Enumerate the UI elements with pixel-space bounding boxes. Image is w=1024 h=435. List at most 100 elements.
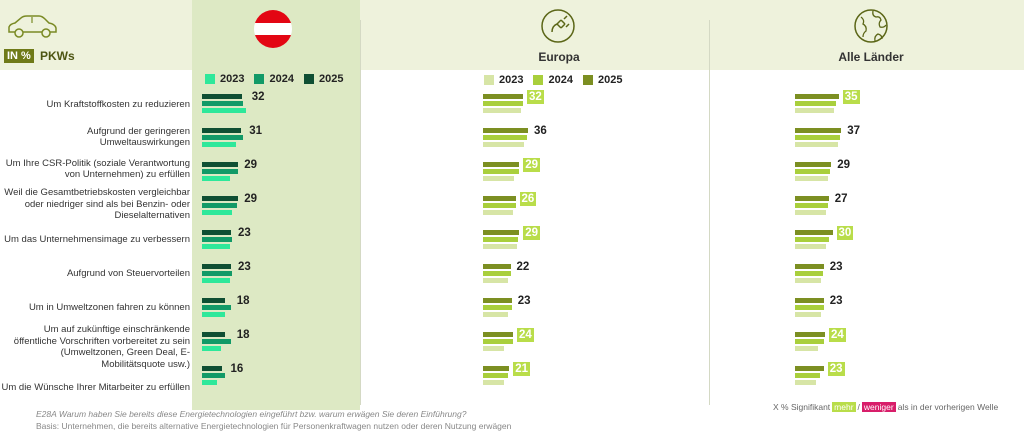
bar-2024 bbox=[202, 305, 231, 310]
legend-swatch-2025 bbox=[303, 74, 314, 84]
bar-2023 bbox=[795, 176, 828, 181]
bar-2023 bbox=[483, 278, 508, 283]
bar-2025 bbox=[795, 94, 839, 99]
bar-2023 bbox=[202, 244, 230, 249]
data-label: 35 bbox=[842, 90, 860, 104]
bar-2025 bbox=[483, 162, 520, 167]
data-label: 27 bbox=[834, 193, 848, 205]
bar-2023 bbox=[202, 176, 230, 181]
data-label: 29 bbox=[244, 159, 258, 171]
bar-2024 bbox=[795, 373, 820, 378]
legend-swatch-2024 bbox=[533, 75, 544, 85]
bar-2024 bbox=[202, 237, 232, 242]
bar-2025 bbox=[795, 366, 824, 371]
category-label: Um Kraftstoffkosten zu reduzieren bbox=[46, 99, 190, 111]
bar-2023 bbox=[202, 142, 236, 147]
bar-2024 bbox=[483, 237, 518, 242]
bar-2023 bbox=[202, 278, 230, 283]
bar-2023 bbox=[483, 346, 505, 351]
bar-2025 bbox=[795, 298, 824, 303]
bar-2023 bbox=[795, 210, 827, 215]
data-label: 32 bbox=[527, 90, 544, 104]
legend-item: 2025 bbox=[303, 73, 343, 85]
data-label: 37 bbox=[847, 125, 861, 137]
bar-2023 bbox=[795, 346, 818, 351]
bar-2023 bbox=[795, 108, 834, 113]
bar-2025 bbox=[795, 196, 829, 201]
bar-2025 bbox=[483, 366, 510, 371]
bar-2024 bbox=[795, 169, 830, 174]
legend-item: 2023 bbox=[205, 73, 244, 85]
data-label: 29 bbox=[837, 159, 851, 171]
bar-2024 bbox=[202, 101, 244, 106]
data-label: 23 bbox=[238, 227, 251, 239]
bar-2023 bbox=[795, 244, 827, 249]
bar-2024 bbox=[483, 271, 511, 276]
significance-note: X % Signifikant mehr / weniger als in de… bbox=[773, 402, 998, 412]
legend-item: 2023 bbox=[484, 74, 523, 86]
bar-2024 bbox=[483, 373, 508, 378]
segment-label: PKWs bbox=[40, 49, 75, 63]
category-label: Um auf zukünftige einschränkende öffentl… bbox=[13, 324, 190, 370]
bar-2023 bbox=[483, 142, 525, 147]
data-label: 36 bbox=[534, 125, 547, 137]
data-label: 31 bbox=[249, 125, 263, 137]
note-suffix: als in der vorherigen Welle bbox=[897, 402, 999, 412]
bar-2025 bbox=[483, 196, 516, 201]
bar-2025 bbox=[202, 162, 239, 167]
data-label: 18 bbox=[236, 329, 250, 341]
bar-2024 bbox=[483, 135, 527, 140]
bar-2024 bbox=[202, 339, 231, 344]
bar-2025 bbox=[202, 230, 231, 235]
footnote-question: E28A Warum haben Sie bereits diese Energ… bbox=[36, 409, 467, 419]
note-less: weniger bbox=[861, 402, 896, 412]
bar-2025 bbox=[202, 332, 225, 337]
legend-label-2025: 2025 bbox=[597, 74, 623, 86]
bar-2023 bbox=[795, 278, 822, 283]
bar-2024 bbox=[795, 203, 828, 208]
data-label: 29 bbox=[244, 193, 258, 205]
bar-2025 bbox=[483, 230, 520, 235]
austria-flag-icon bbox=[254, 10, 292, 48]
unit-badge: IN % bbox=[4, 49, 34, 63]
bar-2025 bbox=[483, 332, 513, 337]
bar-2024 bbox=[202, 169, 239, 174]
header-band bbox=[0, 0, 1024, 70]
category-label: Weil die Gesamtbetriebskosten vergleichb… bbox=[4, 187, 190, 222]
data-label: 30 bbox=[836, 226, 854, 240]
bar-2023 bbox=[795, 312, 822, 317]
category-label: Aufgrund von Steuervorteilen bbox=[66, 268, 190, 280]
bar-2024 bbox=[795, 237, 829, 242]
category-label: Um in Umweltzonen fahren zu können bbox=[28, 302, 190, 314]
category-label: Aufgrund der geringeren Umweltauswirkung… bbox=[87, 125, 190, 149]
data-label: 24 bbox=[829, 328, 846, 342]
data-label: 23 bbox=[238, 261, 251, 273]
legend-europa: 2023 2024 2025 bbox=[484, 74, 632, 86]
bar-2025 bbox=[483, 298, 512, 303]
bar-2025 bbox=[483, 264, 511, 269]
legend-label-2023: 2023 bbox=[499, 74, 524, 86]
bar-2025 bbox=[202, 298, 225, 303]
bar-2025 bbox=[202, 128, 241, 133]
bar-2024 bbox=[483, 203, 516, 208]
bar-2025 bbox=[795, 230, 833, 235]
data-label: 29 bbox=[523, 158, 541, 172]
globe-icon bbox=[854, 9, 888, 43]
bar-2023 bbox=[483, 244, 517, 249]
note-prefix: X % Signifikant bbox=[773, 402, 831, 412]
legend-label-2024: 2024 bbox=[269, 73, 294, 85]
category-label: Um die Wünsche Ihrer Mitarbeiter zu erfü… bbox=[1, 382, 191, 394]
legend-label-2023: 2023 bbox=[220, 73, 245, 85]
bar-2024 bbox=[202, 135, 244, 140]
bar-2023 bbox=[202, 312, 225, 317]
car-icon bbox=[8, 15, 57, 38]
bar-2025 bbox=[202, 366, 222, 371]
data-label: 22 bbox=[516, 261, 530, 273]
category-label: Um Ihre CSR-Politik (soziale Verantwortu… bbox=[5, 157, 190, 181]
bar-2023 bbox=[795, 380, 817, 385]
bar-2025 bbox=[483, 94, 523, 99]
legend-swatch-2023 bbox=[484, 75, 494, 85]
bar-2024 bbox=[795, 135, 840, 140]
bar-2024 bbox=[795, 305, 824, 310]
note-more: mehr bbox=[832, 402, 856, 412]
